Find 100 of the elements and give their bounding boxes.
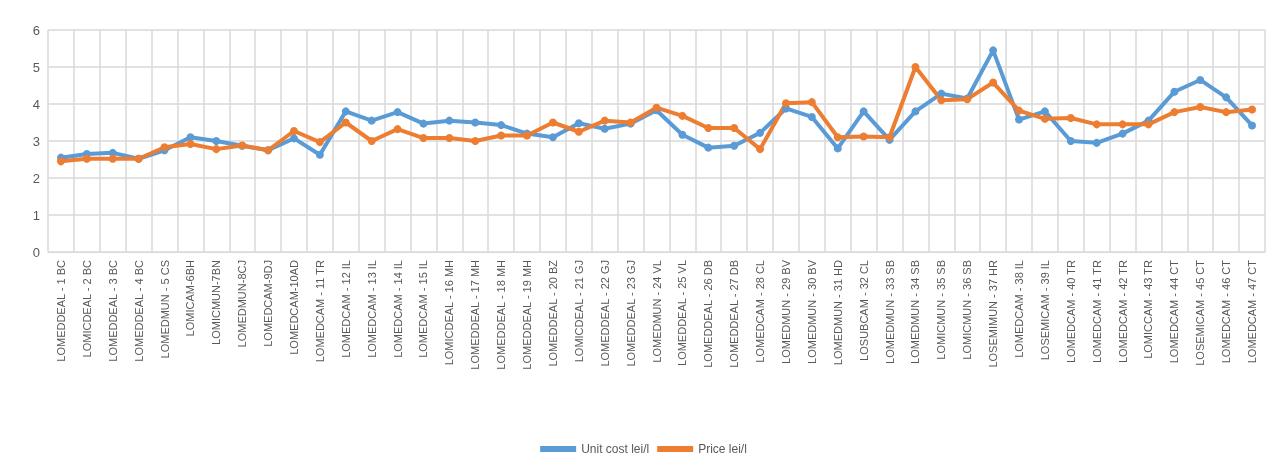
x-tick-label: LOMEDDEAL - 26 DB	[702, 260, 715, 368]
x-tick-label: LOMEDDEAL - 18 MH	[495, 259, 508, 370]
point	[1170, 108, 1179, 117]
point	[56, 157, 65, 166]
point	[911, 107, 920, 116]
x-tick-label: LOSEMICAM - 45 CT	[1194, 259, 1207, 366]
point	[574, 119, 583, 128]
point	[497, 131, 506, 140]
x-tick-label: LOMEDDEAL - 20 BZ	[546, 259, 559, 367]
point	[1196, 75, 1205, 84]
point	[678, 130, 687, 139]
point	[212, 137, 221, 145]
x-tick-label: LOMEDDEAL - 27 DB	[728, 260, 741, 368]
point	[1144, 120, 1153, 129]
point	[471, 137, 480, 145]
point	[678, 111, 687, 120]
x-tick-label: LOSEMIMUN - 37 HR	[987, 259, 1000, 368]
point	[445, 116, 454, 125]
x-tick-label: LOMEDCAM-9DJ	[262, 260, 275, 347]
x-tick-label: LOMEDCAM - 12 IL	[339, 260, 352, 358]
x-tick-label: LOMEDCAM - 42 TR	[1116, 259, 1129, 364]
point	[730, 124, 739, 133]
y-tick-label: 0	[32, 244, 40, 260]
x-tick-label: LOMEDDEAL - 1 BC	[54, 259, 67, 362]
x-tick-label: LOMICMUN - 36 SB	[961, 260, 974, 360]
point	[704, 143, 713, 152]
point	[341, 118, 350, 127]
point	[1170, 87, 1179, 96]
point	[704, 124, 713, 133]
point	[1118, 129, 1127, 138]
point	[367, 137, 376, 145]
point	[1248, 121, 1257, 130]
x-tick-label: LOMEDCAM - 44 CT	[1168, 259, 1181, 364]
point	[445, 134, 454, 143]
x-tick-label: LOMEDMUN - 31 HD	[831, 259, 844, 366]
point	[1196, 102, 1205, 111]
point	[1066, 137, 1075, 145]
point	[548, 133, 557, 142]
legend-label: Price lei/l	[698, 442, 747, 456]
point	[471, 118, 480, 127]
point	[1222, 93, 1231, 102]
point	[82, 154, 91, 163]
point	[1040, 107, 1049, 116]
x-tick-label: LOMICDEAL - 2 BC	[80, 259, 93, 358]
point	[1066, 114, 1075, 123]
x-tick-label: LOMEDCAM - 11 TR	[313, 259, 326, 363]
point	[290, 134, 298, 143]
x-tick-label: LOMEDCAM - 47 CT	[1246, 259, 1259, 364]
x-tick-label: LOMEDDEAL - 22 GJ	[598, 260, 611, 367]
point	[548, 118, 557, 127]
x-tick-label: LOMEDMUN - 34 SB	[909, 260, 922, 364]
point	[989, 78, 998, 87]
y-tick-label: 3	[32, 133, 40, 149]
point	[756, 145, 765, 154]
x-tick-label: LOMICDEAL - 16 MH	[443, 259, 456, 366]
point	[730, 141, 739, 150]
point	[781, 99, 790, 108]
x-tick-label: LOMICDEAL - 21 GJ	[572, 260, 585, 363]
x-tick-label: LOMEDMUN - 33 SB	[883, 260, 896, 364]
point	[1040, 114, 1049, 123]
point	[1118, 120, 1127, 129]
x-tick-label: LOMEDCAM - 14 IL	[391, 260, 404, 358]
x-tick-label: LOMICMUN - 35 SB	[935, 260, 948, 360]
point	[1222, 108, 1231, 117]
point	[419, 119, 428, 128]
point	[600, 124, 609, 133]
x-tick-label: LOMICCAM - 43 TR	[1142, 259, 1155, 359]
x-tick-label: LOMEDCAM - 41 TR	[1090, 259, 1103, 364]
point	[315, 150, 324, 159]
x-tick-label: LOMEDMUN - 29 BV	[779, 259, 792, 364]
point	[419, 134, 428, 143]
x-tick-label: LOMEDCAM - 13 IL	[365, 260, 378, 358]
point	[341, 107, 350, 116]
x-tick-label: LOSUBCAM - 32 CL	[857, 260, 870, 361]
x-tick-label: LOMEDDEAL - 4 BC	[132, 259, 145, 362]
x-tick-label: LOMEDMUN-8CJ	[236, 260, 249, 348]
point	[290, 127, 298, 136]
point	[807, 98, 816, 107]
x-tick-label: LOMEDCAM - 38 IL	[1013, 260, 1026, 358]
x-tick-label: LOMEDDEAL - 19 MH	[521, 259, 534, 370]
point	[315, 138, 324, 147]
x-tick-label: LOMEDDEAL - 23 GJ	[624, 260, 637, 367]
x-tick-label: LOMEDCAM - 46 CT	[1220, 259, 1233, 364]
legend-label: Unit cost lei/l	[581, 442, 650, 456]
point	[807, 112, 816, 121]
x-tick-label: LOMEDDEAL - 17 MH	[469, 259, 482, 370]
point	[833, 144, 842, 153]
y-tick-label: 4	[32, 96, 40, 112]
point	[833, 133, 842, 142]
y-tick-label: 2	[32, 170, 40, 186]
point	[186, 139, 195, 148]
x-tick-label: LOMEDCAM - 40 TR	[1064, 259, 1077, 364]
point	[212, 145, 221, 154]
point	[186, 133, 195, 142]
y-tick-label: 5	[32, 59, 40, 75]
point	[600, 116, 609, 125]
x-tick-label: LOMEDCAM - 28 CL	[754, 260, 767, 363]
point	[1092, 138, 1101, 147]
x-tick-label: LOMEDDEAL - 3 BC	[106, 259, 119, 362]
point	[1092, 120, 1101, 129]
